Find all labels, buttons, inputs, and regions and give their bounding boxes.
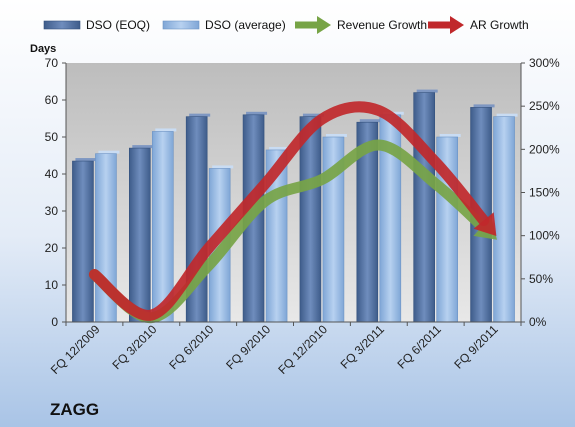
bar-top-dso-average — [269, 146, 291, 150]
bar-dso-eoq — [129, 147, 151, 323]
bar-top-dso-eoq — [75, 158, 97, 162]
bar-top-dso-eoq — [359, 119, 381, 123]
bars-layer — [72, 89, 518, 323]
y-tick-label: 10 — [45, 278, 59, 292]
y-tick-label: 30 — [45, 204, 59, 218]
legend-arrowhead-ar-growth — [450, 16, 464, 34]
bar-top-dso-average — [496, 113, 518, 117]
bar-top-dso-eoq — [132, 145, 154, 149]
bar-top-dso-eoq — [473, 104, 495, 108]
y-tick-label: 0 — [51, 315, 58, 329]
legend-label-dso-eoq-: DSO (EOQ) — [86, 18, 150, 32]
y2-tick-label: 200% — [529, 142, 560, 156]
legend-label-dso-average-: DSO (average) — [205, 18, 286, 32]
y-axis-title: Days — [30, 43, 56, 55]
y-tick-label: 70 — [45, 56, 59, 70]
legend-label-revenue-growth: Revenue Growth — [337, 18, 427, 32]
bar-dso-average — [493, 116, 515, 323]
y-tick-label: 40 — [45, 167, 59, 181]
bar-top-dso-average — [98, 150, 120, 154]
bar-top-dso-eoq — [302, 113, 324, 117]
y2-tick-label: 0% — [529, 315, 547, 329]
legend-label-ar-growth: AR Growth — [470, 18, 529, 32]
bar-top-dso-average — [155, 128, 177, 132]
y2-tick-label: 250% — [529, 99, 560, 113]
y2-tick-label: 150% — [529, 186, 560, 200]
lines-layer — [88, 101, 497, 324]
y-tick-label: 50 — [45, 130, 59, 144]
bar-top-dso-eoq — [246, 111, 268, 115]
legend-swatch-dso-eoq- — [43, 20, 81, 30]
y-tick-label: 20 — [45, 241, 59, 255]
legend-swatch-dso-average- — [162, 20, 200, 30]
bar-top-dso-average — [325, 134, 347, 137]
bar-top-dso-average — [212, 165, 234, 169]
bar-top-dso-eoq — [416, 89, 438, 93]
y2-tick-label: 50% — [529, 272, 553, 286]
bar-dso-eoq — [72, 160, 94, 323]
y-tick-label: 60 — [45, 93, 59, 107]
ar-growth-arrowhead — [473, 212, 497, 236]
bar-dso-eoq — [413, 92, 435, 323]
bar-top-dso-average — [439, 134, 461, 137]
legend: DSO (EOQ) DSO (average) Revenue Growth AR G… — [43, 16, 529, 34]
y2-tick-label: 100% — [529, 229, 560, 243]
ar-growth-line — [88, 101, 490, 321]
bar-top-dso-eoq — [189, 113, 211, 117]
y2-tick-label: 300% — [529, 56, 560, 70]
legend-arrowhead-revenue-growth — [317, 16, 331, 34]
bar-dso-eoq — [299, 116, 322, 323]
brand-label: ZAGG — [50, 400, 99, 419]
